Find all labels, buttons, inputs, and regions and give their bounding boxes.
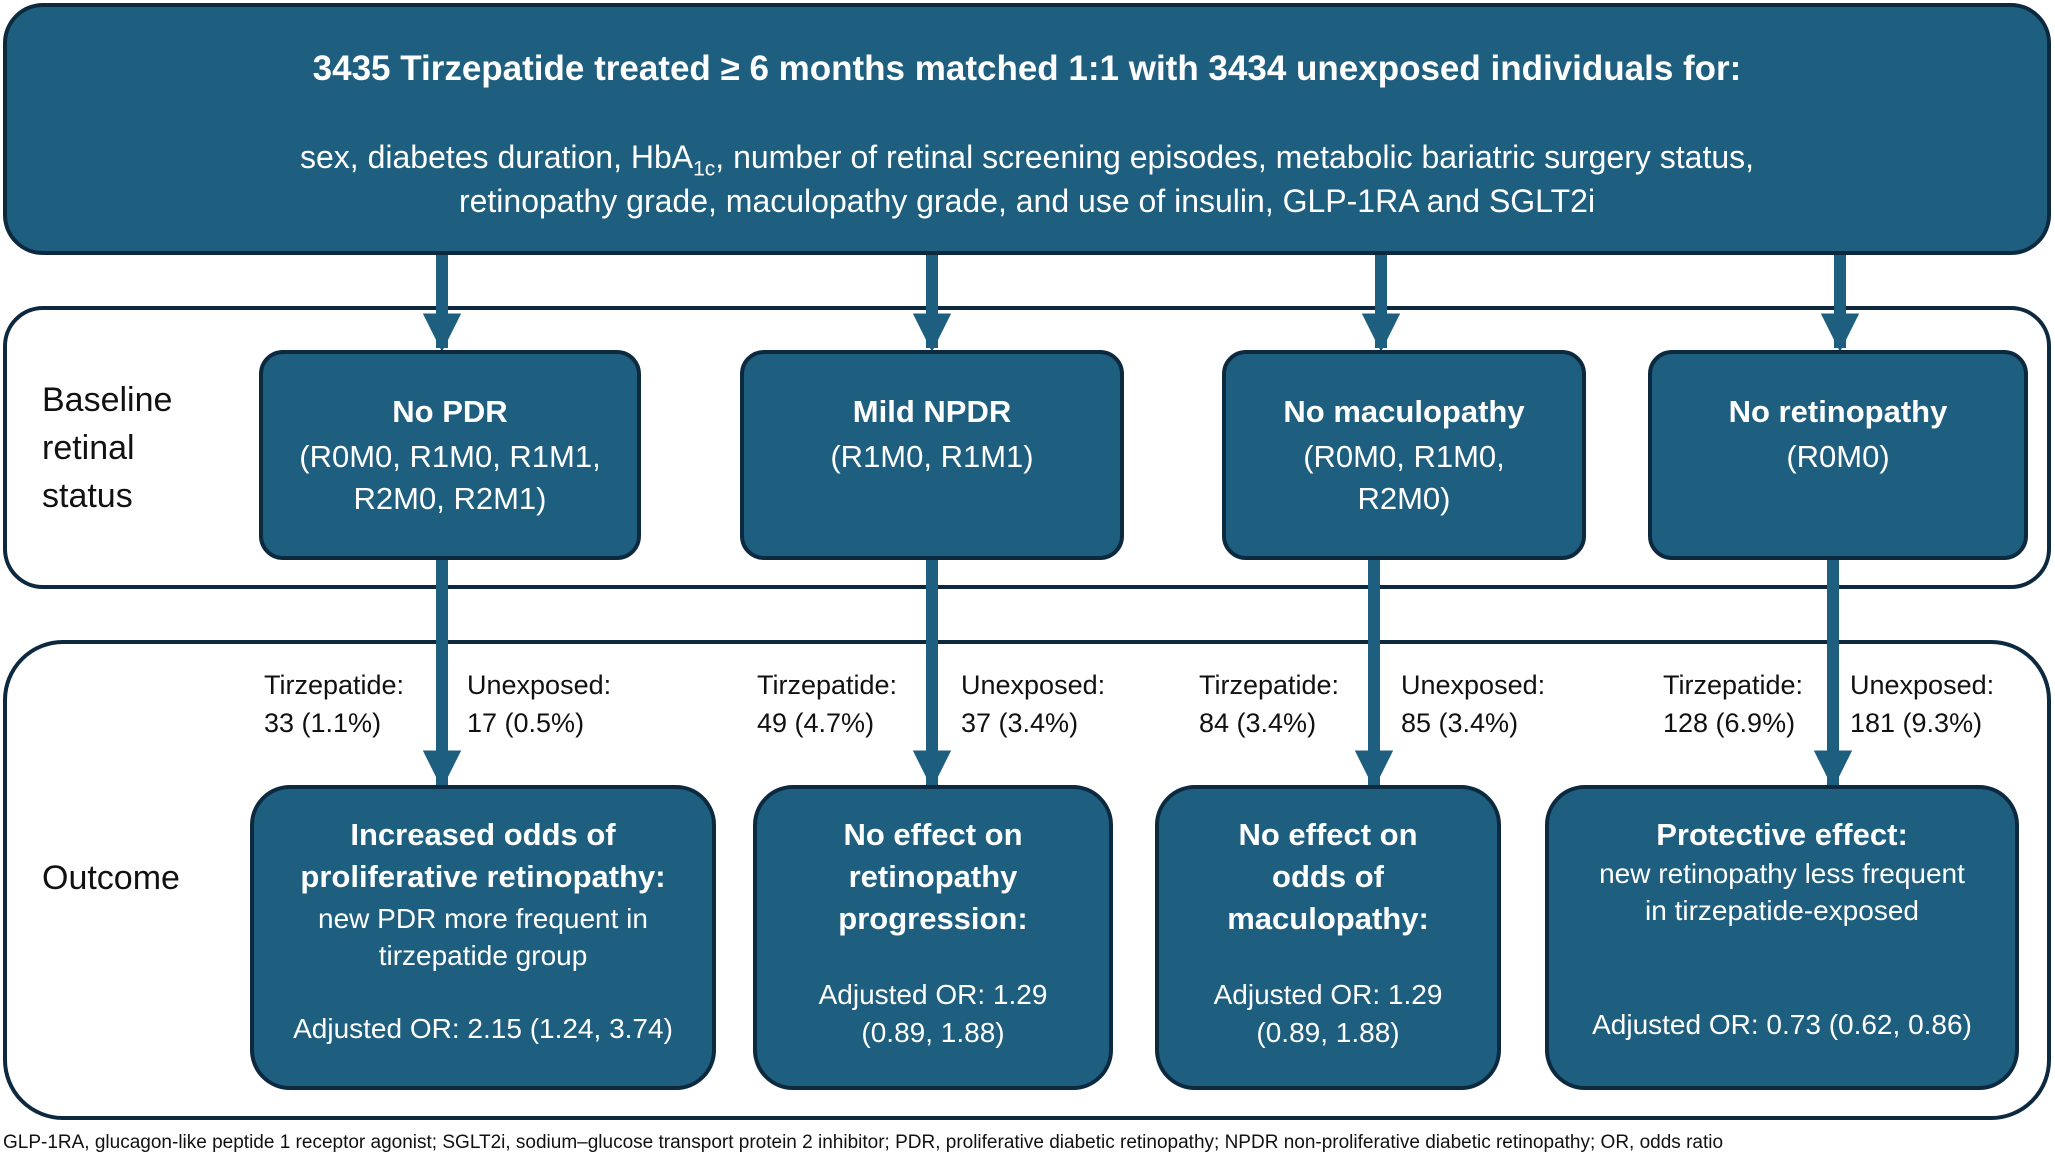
baseline-grades-line-2: R2M0, R2M1): [353, 481, 547, 516]
baseline-title: No maculopathy: [1283, 394, 1525, 429]
baseline-box-mild-npdr: Mild NPDR (R1M0, R1M1): [740, 350, 1124, 560]
baseline-title: No PDR: [392, 394, 508, 429]
adjusted-or: Adjusted OR: 2.15 (1.24, 3.74): [293, 1013, 673, 1044]
outcome-box-no-effect-progression: No effect on retinopathy progression: Ad…: [753, 785, 1113, 1090]
baseline-box-no-pdr: No PDR (R0M0, R1M0, R1M1, R2M0, R2M1): [259, 350, 641, 560]
baseline-grades-line-1: (R0M0, R1M0,: [1303, 439, 1505, 474]
outcome-heading-line-2: odds of: [1272, 859, 1384, 894]
outcome-description-line-2: in tirzepatide-exposed: [1645, 895, 1919, 926]
outcome-heading-line-2: proliferative retinopathy:: [300, 859, 666, 894]
baseline-box-no-retinopathy: No retinopathy (R0M0): [1648, 350, 2028, 560]
baseline-grades-line-1: (R1M0, R1M1): [830, 439, 1034, 474]
outcome-box-increased-odds: Increased odds of proliferative retinopa…: [250, 785, 716, 1090]
matching-criteria-line-1: sex, diabetes duration, HbA1c, number of…: [299, 139, 1755, 181]
baseline-row-label: Baseline retinal status: [42, 381, 173, 515]
adjusted-or: Adjusted OR: 1.29: [1213, 979, 1443, 1010]
adjusted-or: Adjusted OR: 1.29: [818, 979, 1048, 1010]
adjusted-or-ci: (0.89, 1.88): [861, 1017, 1005, 1048]
matching-criteria-line-2: retinopathy grade, maculopathy grade, an…: [458, 183, 1596, 219]
unexposed-count-no-retinopathy: Unexposed: 181 (9.3%): [1850, 670, 1995, 738]
adjusted-or: Adjusted OR: 0.73 (0.62, 0.86): [1592, 1009, 1972, 1040]
cohort-title: 3435 Tirzepatide treated ≥ 6 months matc…: [312, 49, 1742, 88]
outcome-heading-line-1: Increased odds of: [350, 817, 616, 852]
outcome-description-line-2: tirzepatide group: [378, 940, 588, 971]
tirzepatide-count-no-pdr: Tirzepatide: 33 (1.1%): [264, 670, 405, 738]
baseline-grades-line-1: (R0M0): [1786, 439, 1890, 474]
tirzepatide-count-mild-npdr: Tirzepatide: 49 (4.7%): [757, 670, 898, 738]
baseline-grades-line-2: R2M0): [1357, 481, 1451, 516]
baseline-title: Mild NPDR: [852, 394, 1012, 429]
outcome-heading-line-1: No effect on: [843, 817, 1023, 852]
outcome-heading-line-1: No effect on: [1238, 817, 1418, 852]
adjusted-or-ci: (0.89, 1.88): [1256, 1017, 1400, 1048]
outcome-description-line-1: new PDR more frequent in: [318, 903, 648, 934]
outcome-row-label: Outcome: [42, 859, 180, 897]
outcome-heading-line-3: progression:: [838, 901, 1028, 936]
baseline-title: No retinopathy: [1728, 394, 1948, 429]
matching-criteria-box: 3435 Tirzepatide treated ≥ 6 months matc…: [3, 3, 2051, 255]
abbreviations-footnote: GLP-1RA, glucagon-like peptide 1 recepto…: [3, 1132, 1724, 1153]
outcome-heading-line-2: retinopathy: [848, 859, 1018, 894]
outcome-heading-line-3: maculopathy:: [1227, 901, 1429, 936]
outcome-box-protective-effect: Protective effect: new retinopathy less …: [1545, 785, 2019, 1090]
unexposed-count-no-maculopathy: Unexposed: 85 (3.4%): [1401, 670, 1546, 738]
baseline-box-no-maculopathy: No maculopathy (R0M0, R1M0, R2M0): [1222, 350, 1586, 560]
unexposed-count-mild-npdr: Unexposed: 37 (3.4%): [961, 670, 1106, 738]
outcome-description-line-1: new retinopathy less frequent: [1599, 858, 1965, 889]
outcome-box-no-effect-maculopathy: No effect on odds of maculopathy: Adjust…: [1155, 785, 1501, 1090]
tirzepatide-count-no-retinopathy: Tirzepatide: 128 (6.9%): [1663, 670, 1804, 738]
outcome-heading-line-1: Protective effect:: [1656, 817, 1908, 852]
baseline-grades-line-1: (R0M0, R1M0, R1M1,: [299, 439, 601, 474]
tirzepatide-count-no-maculopathy: Tirzepatide: 84 (3.4%): [1199, 670, 1340, 738]
unexposed-count-no-pdr: Unexposed: 17 (0.5%): [467, 670, 612, 738]
